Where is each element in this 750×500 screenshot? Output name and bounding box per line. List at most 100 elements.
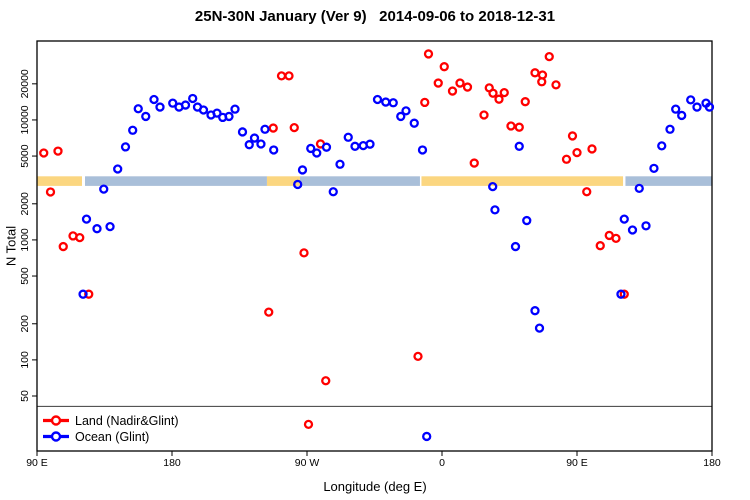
ocean-point [619,214,629,224]
ocean-point [417,145,428,155]
land-point [75,232,85,243]
ocean-point [212,108,222,118]
ocean-point [230,104,240,114]
x-tick-label: 180 [163,457,181,469]
ocean-point [704,102,715,112]
land-point [462,82,473,92]
ocean-point [641,221,651,231]
x-tick-label: 0 [439,457,445,469]
ocean-point [665,124,675,134]
land-point [488,88,498,98]
x-tick-label: 180 [703,457,721,469]
land-point [587,144,597,154]
land-point [479,110,489,120]
ocean-point [514,141,524,151]
ocean-point [627,225,638,235]
ocean-point [616,289,626,299]
ocean-point [249,133,260,143]
legend-marker [50,415,62,426]
ocean-point [490,205,500,215]
surface-band-land-segment [266,176,300,186]
ocean-point [510,241,521,252]
land-point [413,351,423,362]
ocean-point [113,164,123,174]
land-point [289,122,299,133]
ocean-point [396,111,406,122]
ocean-point [244,140,254,150]
ocean-point [692,102,702,112]
surface-band-ocean-segment [299,176,420,186]
ocean-point [365,139,375,149]
ocean-point [92,224,102,234]
ocean-point [149,94,159,105]
surface-band-land-segment [37,176,82,186]
ocean-point [306,143,316,154]
ocean-point [657,141,667,151]
ocean-point [488,181,498,192]
ocean-point [372,94,383,105]
ocean-point [180,100,191,110]
land-point [264,307,274,317]
ocean-point [321,142,332,152]
y-tick-label: 2000 [19,192,31,216]
ocean-point [168,98,178,108]
ocean-point [522,215,532,226]
land-point [582,187,592,197]
legend-label: Ocean (Glint) [75,430,149,444]
legend-label: Land (Nadir&Glint) [75,414,179,428]
surface-band-land-segment [421,176,624,186]
land-point [299,248,309,258]
ocean-point [224,111,234,122]
land-point [433,78,443,88]
ocean-point [188,93,198,104]
ocean-point [297,165,308,175]
y-tick-label: 200 [19,315,31,333]
ocean-point [312,148,322,158]
y-tick-label: 10000 [19,105,31,134]
land-point [469,158,479,168]
land-point [530,68,540,78]
ocean-point [293,179,303,190]
surface-band-ocean-segment [625,176,712,186]
land-point [268,123,278,133]
land-point [423,49,434,59]
land-point [537,77,547,87]
land-point [595,241,605,251]
ocean-point [401,106,411,116]
ocean-point [237,127,248,137]
x-tick-label: 90 E [566,457,588,469]
legend-marker [50,431,62,442]
land-point [420,97,430,108]
land-point [58,241,68,252]
ocean-point [343,132,353,142]
ocean-point [335,159,345,169]
ocean-point [256,139,266,149]
ocean-point [350,141,360,151]
land-point [84,289,94,299]
land-point [53,146,63,156]
land-point [619,289,629,299]
ocean-point [133,104,143,114]
ocean-point [409,118,419,128]
land-point [551,80,561,90]
surface-band-ocean-segment [85,176,267,186]
land-point [611,233,621,244]
ocean-point [634,183,644,194]
ocean-point [155,102,165,112]
land-point [499,87,509,98]
land-point [39,148,49,158]
ocean-point [81,214,92,224]
land-point [494,94,504,104]
land-point [544,51,554,62]
ocean-point [381,97,391,107]
ocean-point [269,145,279,155]
y-tick-label: 20000 [19,69,31,98]
ocean-point [649,163,659,173]
y-tick-label: 100 [19,351,31,369]
land-point [284,71,294,81]
x-tick-label: 90 W [295,457,320,469]
land-point [455,78,465,88]
land-point [572,147,582,158]
